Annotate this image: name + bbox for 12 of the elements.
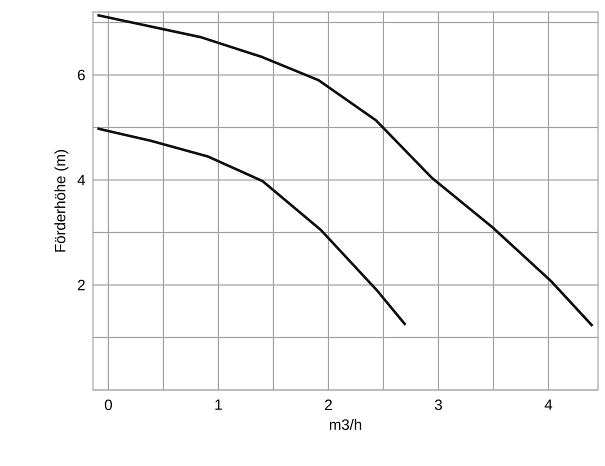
y-tick-label: 2 bbox=[78, 280, 85, 290]
x-tick-label: 3 bbox=[434, 400, 442, 410]
x-tick-label: 1 bbox=[215, 400, 222, 410]
y-axis-title: Förderhöhe (m) bbox=[54, 150, 68, 252]
line-series bbox=[96, 127, 407, 326]
x-tick-label: 2 bbox=[325, 400, 332, 410]
line-series bbox=[96, 14, 594, 328]
x-tick-label: 0 bbox=[104, 400, 112, 410]
x-tick-label: 4 bbox=[544, 400, 552, 410]
x-axis-title: m3/h bbox=[330, 418, 362, 430]
y-tick-label: 4 bbox=[78, 174, 86, 186]
y-tick-label: 6 bbox=[78, 70, 85, 80]
